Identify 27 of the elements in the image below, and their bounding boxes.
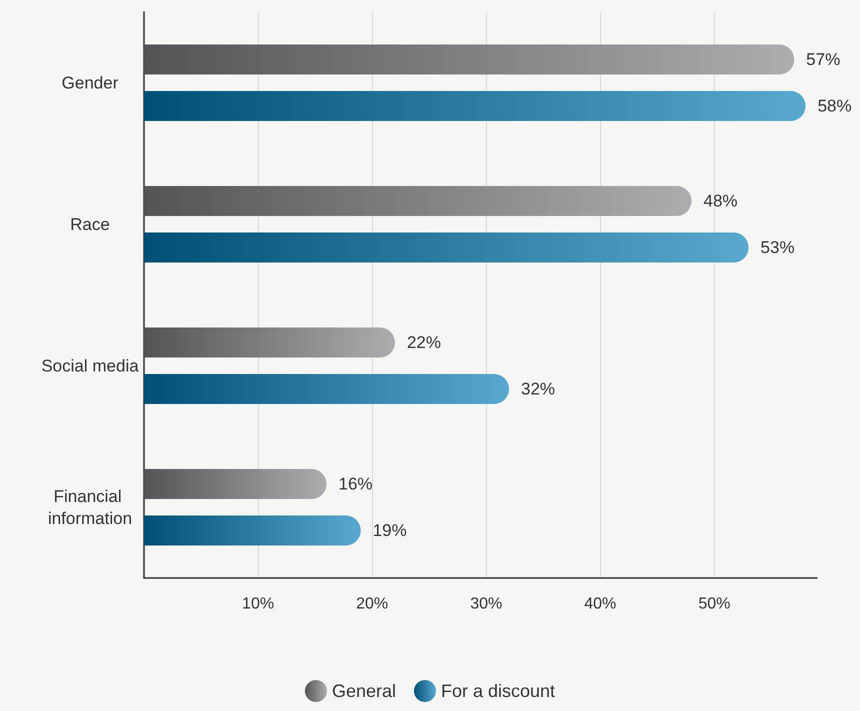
y-tick-label: Race — [70, 214, 110, 234]
data-label: 19% — [372, 521, 407, 540]
legend-label: For a discount — [440, 681, 556, 701]
bar — [144, 516, 361, 546]
bar — [144, 469, 327, 499]
bar — [144, 232, 749, 262]
y-tick-label: Gender — [62, 73, 119, 92]
data-label: 22% — [406, 333, 441, 352]
x-tick-label: 10% — [242, 596, 274, 612]
bar — [144, 44, 794, 74]
data-label: 16% — [338, 474, 373, 494]
data-label: 32% — [521, 380, 556, 398]
data-label: 57% — [806, 50, 840, 69]
bar — [144, 91, 806, 121]
data-label: 48% — [704, 192, 738, 210]
data-label: 53% — [760, 238, 795, 257]
y-tick-label: Social media — [41, 356, 140, 376]
bar — [144, 186, 692, 216]
x-tick-label: 50% — [698, 596, 730, 612]
data-label: 58% — [818, 96, 852, 116]
legend-label: General — [332, 681, 396, 701]
bar — [144, 374, 510, 404]
x-tick-label: 40% — [584, 596, 616, 612]
x-tick-label: 30% — [470, 596, 502, 612]
x-tick-label: 20% — [356, 596, 388, 612]
y-tick-label: Financial information — [48, 486, 132, 528]
bar — [144, 328, 395, 358]
